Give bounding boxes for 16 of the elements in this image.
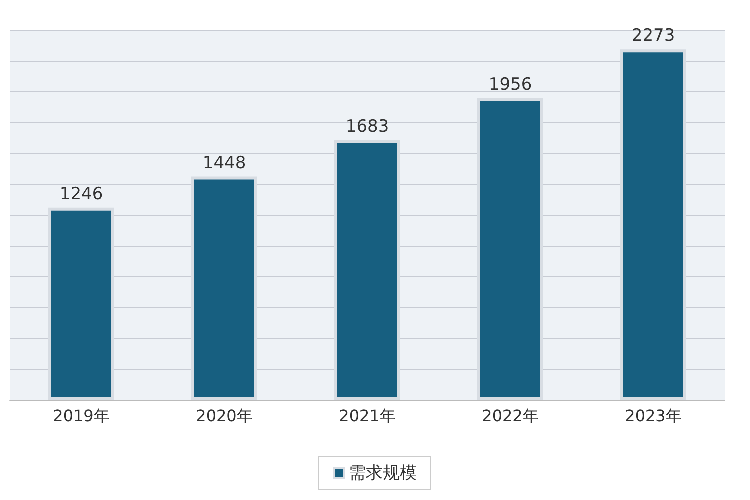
x-tick-label: 2019年 (53, 406, 110, 426)
bar (334, 140, 400, 400)
data-label: 1448 (202, 153, 246, 174)
bar (48, 208, 114, 400)
x-tick-label: 2021年 (339, 406, 396, 426)
bar (192, 176, 258, 400)
data-label: 1683 (346, 117, 390, 138)
x-tick-label: 2020年 (196, 406, 253, 426)
x-tick-label: 2023年 (625, 406, 682, 426)
data-label: 2273 (632, 26, 676, 46)
bar (620, 50, 686, 400)
legend-label: 需求规模 (349, 464, 417, 484)
data-label: 1246 (60, 184, 104, 204)
x-tick-label: 2022年 (482, 406, 539, 426)
bar (478, 98, 544, 400)
data-label: 1956 (488, 74, 532, 95)
